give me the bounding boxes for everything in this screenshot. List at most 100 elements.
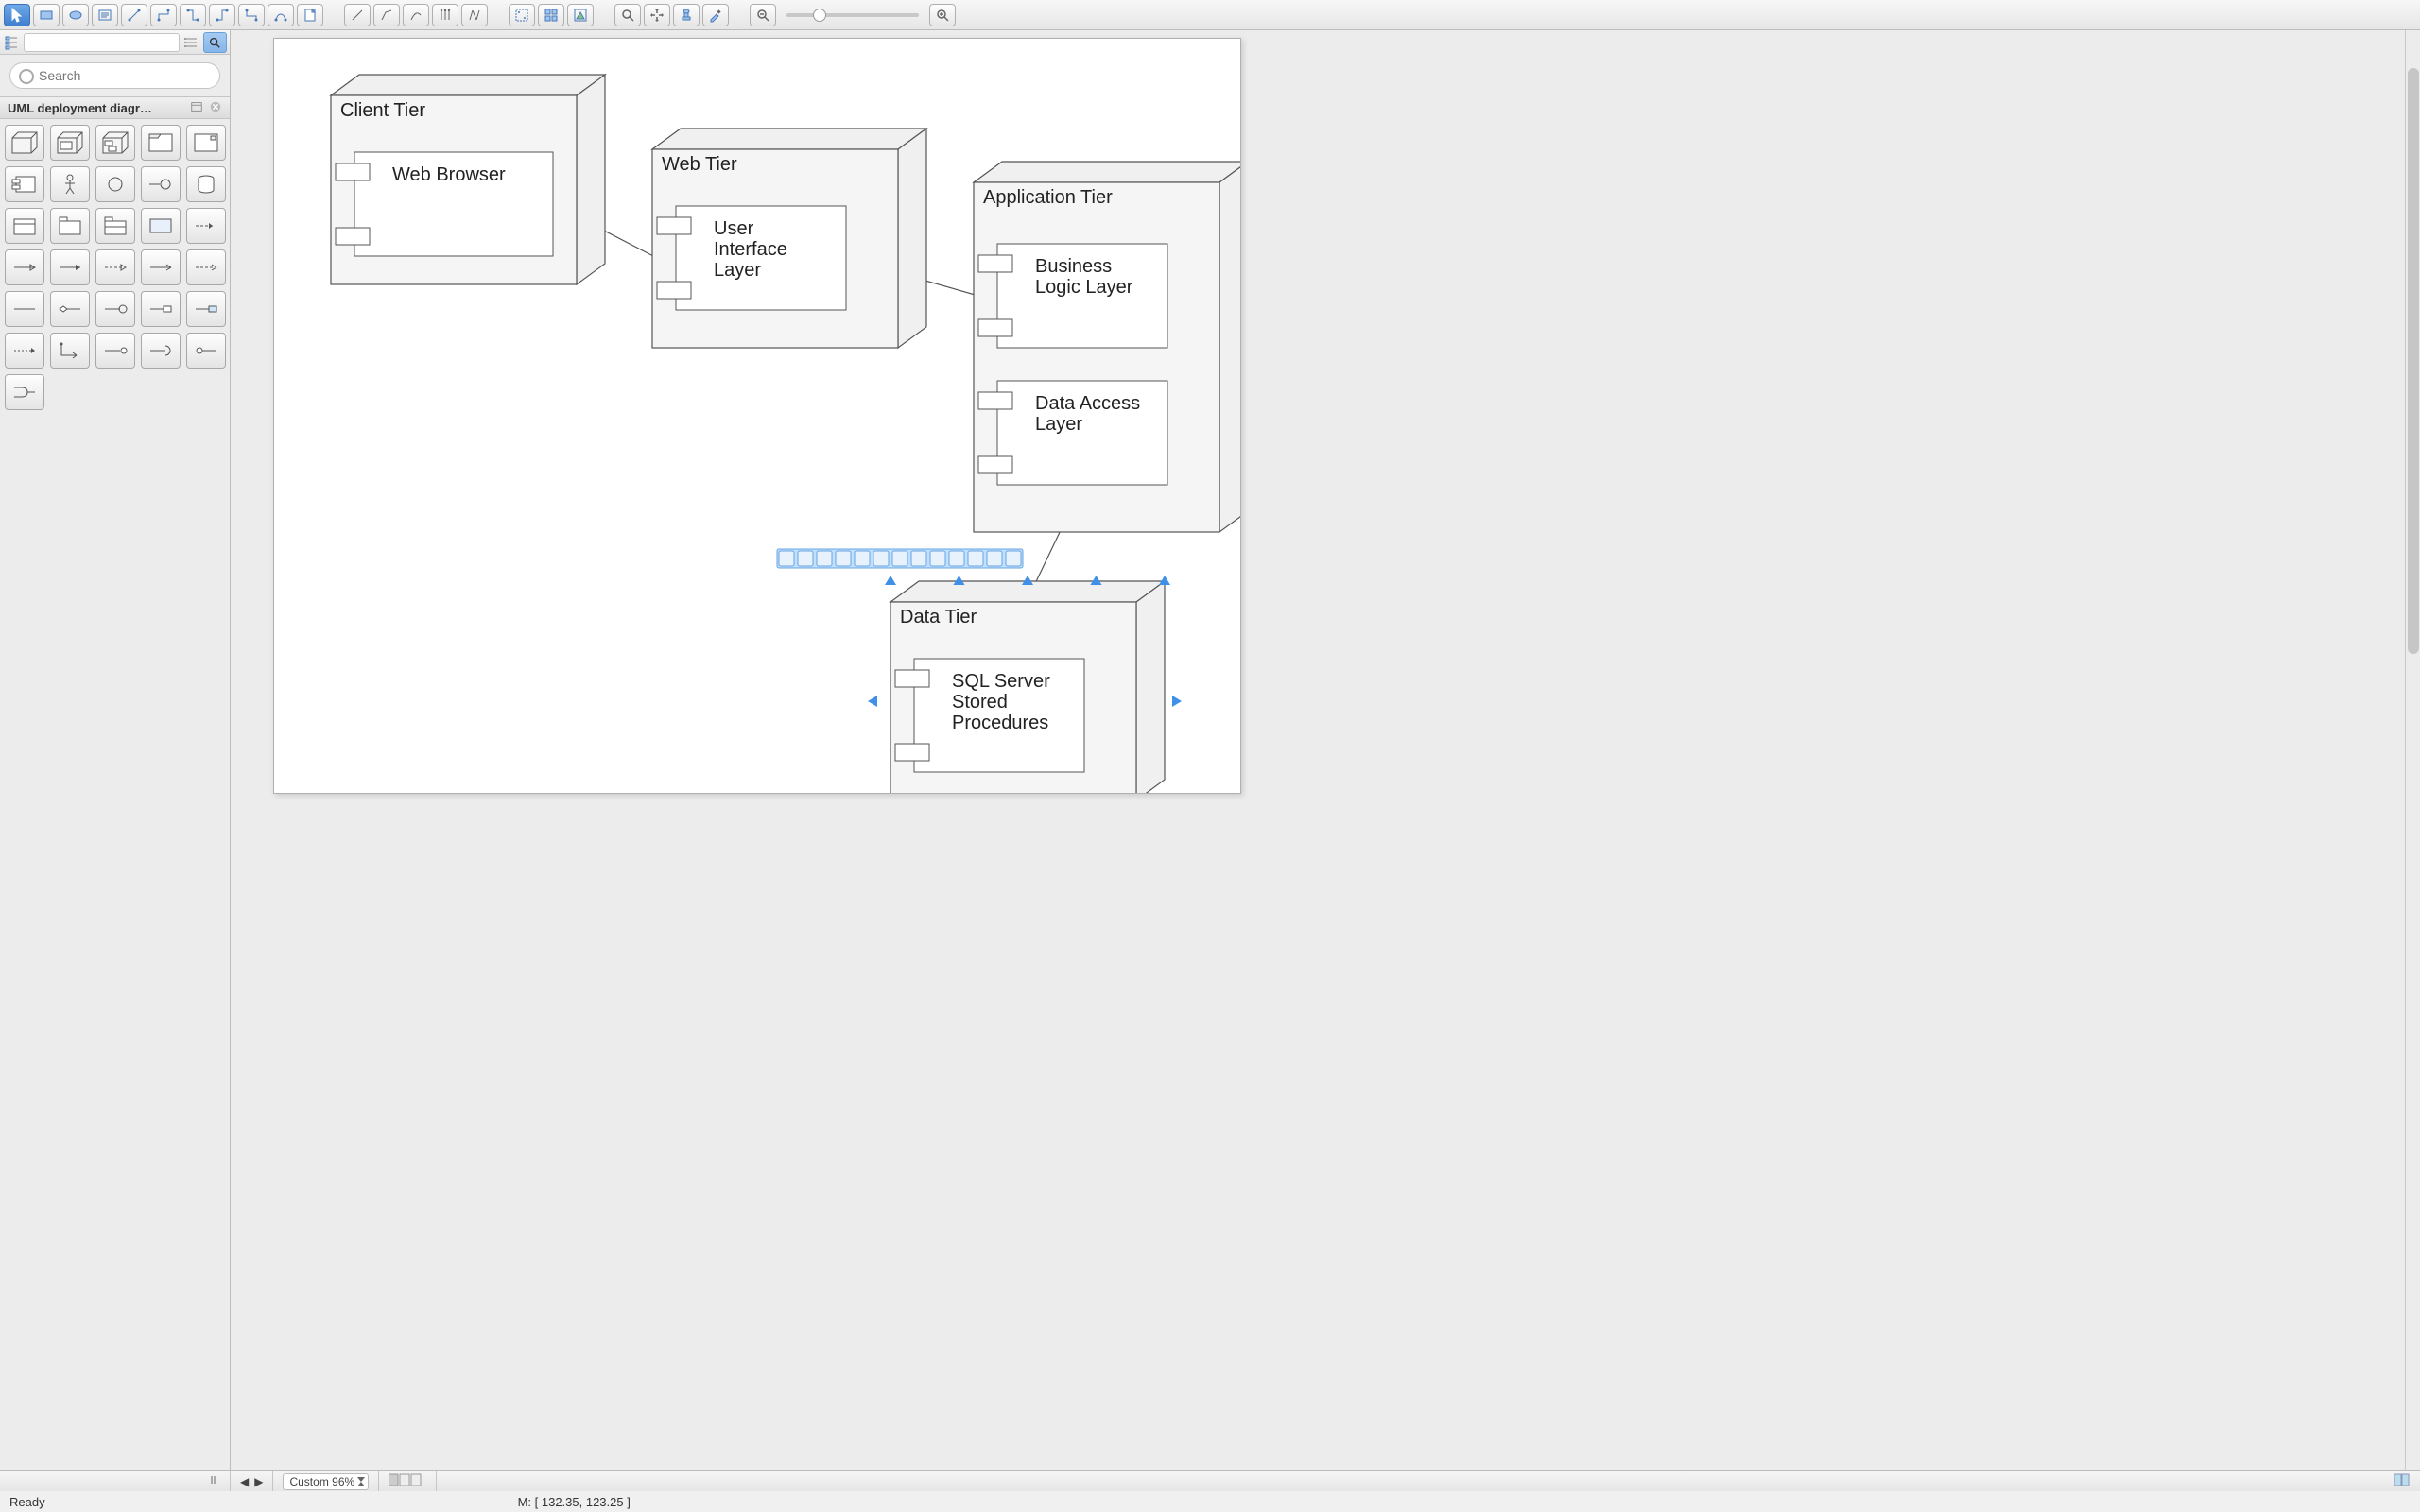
sidebar-collapse-icon[interactable] xyxy=(209,1474,220,1488)
node-app[interactable]: Application TierBusinessLogic LayerData … xyxy=(974,162,1240,532)
path1-button[interactable] xyxy=(344,4,371,26)
list-icon[interactable] xyxy=(180,32,203,53)
svg-text:Application Tier: Application Tier xyxy=(983,187,1113,208)
search-icon[interactable] xyxy=(203,32,227,53)
toolbar-group-zoom xyxy=(750,4,956,26)
arrange2-button[interactable] xyxy=(538,4,564,26)
node-web[interactable]: Web TierUserInterfaceLayer xyxy=(652,129,926,348)
pointer-tool-button[interactable] xyxy=(4,4,30,26)
toolbar-group-select xyxy=(4,4,323,26)
pal-socket[interactable] xyxy=(141,166,181,202)
pal-conn-half[interactable] xyxy=(141,333,181,369)
pal-node3d-b[interactable] xyxy=(50,125,90,161)
pal-package1[interactable] xyxy=(5,208,44,244)
pal-line-box[interactable] xyxy=(141,291,181,327)
svg-text:Interface: Interface xyxy=(714,239,787,260)
pal-conn-half2[interactable] xyxy=(186,333,226,369)
pal-line-boxsel[interactable] xyxy=(186,291,226,327)
pal-database[interactable] xyxy=(186,166,226,202)
pal-line-diamond[interactable] xyxy=(50,291,90,327)
svg-text:Client Tier: Client Tier xyxy=(340,100,425,121)
tree-icon[interactable] xyxy=(0,32,24,53)
zoom-knob[interactable] xyxy=(813,9,826,22)
pal-arrow1[interactable] xyxy=(5,249,44,285)
palette-title-bar: UML deployment diagr… xyxy=(0,96,230,119)
canvas-area: Client Tier Web Browser Web TierUserInterf… xyxy=(231,30,2420,1470)
text-tool-button[interactable] xyxy=(92,4,118,26)
path4-button[interactable] xyxy=(432,4,458,26)
pal-conn-right-angle[interactable] xyxy=(50,333,90,369)
path2-button[interactable] xyxy=(373,4,400,26)
arrange3-button[interactable] xyxy=(567,4,594,26)
pal-arrow3[interactable] xyxy=(95,249,135,285)
arrange1-button[interactable] xyxy=(509,4,535,26)
connector2-button[interactable] xyxy=(180,4,206,26)
pal-package2[interactable] xyxy=(50,208,90,244)
line-tool-button[interactable] xyxy=(121,4,147,26)
zoom-slider[interactable] xyxy=(786,13,919,17)
zoom-tool-button[interactable] xyxy=(614,4,641,26)
path3-button[interactable] xyxy=(403,4,429,26)
node-data[interactable]: Data TierSQL ServerStoredProcedures xyxy=(890,581,1165,793)
shape-palette xyxy=(0,119,230,416)
corner-icon[interactable] xyxy=(2394,1473,2411,1489)
pal-dep-arrow[interactable] xyxy=(186,208,226,244)
diagram[interactable]: Client Tier Web Browser Web TierUserInterf… xyxy=(274,39,1240,793)
pal-line[interactable] xyxy=(5,291,44,327)
pal-arrow2[interactable] xyxy=(50,249,90,285)
canvas-page[interactable]: Client Tier Web Browser Web TierUserInterf… xyxy=(273,38,1241,794)
path5-button[interactable] xyxy=(461,4,488,26)
ellipse-tool-button[interactable] xyxy=(62,4,89,26)
view-mode-icons[interactable] xyxy=(389,1473,426,1489)
pan-tool-button[interactable] xyxy=(644,4,670,26)
svg-text:Business: Business xyxy=(1035,256,1112,277)
pal-arrow4[interactable] xyxy=(141,249,181,285)
stamp-tool-button[interactable] xyxy=(673,4,700,26)
zoom-out-button[interactable] xyxy=(750,4,776,26)
page-prev-icon[interactable]: ◀ xyxy=(240,1475,249,1488)
pal-conn-ball[interactable] xyxy=(95,333,135,369)
sidebar-filter-input[interactable] xyxy=(24,33,180,52)
connector4-button[interactable] xyxy=(238,4,265,26)
pal-frame[interactable] xyxy=(141,125,181,161)
pal-rect[interactable] xyxy=(141,208,181,244)
svg-text:Web Browser: Web Browser xyxy=(392,164,506,185)
connector1-button[interactable] xyxy=(150,4,177,26)
page-next-icon[interactable]: ▶ xyxy=(254,1475,263,1488)
toolbar-group-arrange xyxy=(509,4,594,26)
svg-text:Logic Layer: Logic Layer xyxy=(1035,277,1133,298)
vertical-scrollbar[interactable] xyxy=(2405,30,2420,1470)
page-tool-button[interactable] xyxy=(297,4,323,26)
pal-component[interactable] xyxy=(5,166,44,202)
connector3-button[interactable] xyxy=(209,4,235,26)
pal-node3d-a[interactable] xyxy=(5,125,44,161)
pal-frame2[interactable] xyxy=(186,125,226,161)
sidebar-top-strip xyxy=(0,30,230,55)
status-ready: Ready xyxy=(9,1495,45,1509)
pal-package3[interactable] xyxy=(95,208,135,244)
pal-actor[interactable] xyxy=(50,166,90,202)
eyedropper-button[interactable] xyxy=(702,4,729,26)
selection-mini-toolbar[interactable] xyxy=(777,549,1023,568)
scrollbar-thumb[interactable] xyxy=(2408,68,2419,654)
svg-text:Layer: Layer xyxy=(714,260,761,281)
pal-interface[interactable] xyxy=(95,166,135,202)
search-input[interactable] xyxy=(9,62,220,89)
pal-conn-dash-arrow[interactable] xyxy=(5,333,44,369)
palette-options-icon[interactable] xyxy=(190,100,203,116)
palette-title: UML deployment diagr… xyxy=(8,101,190,115)
svg-text:Web Tier: Web Tier xyxy=(662,154,737,175)
connector5-button[interactable] xyxy=(268,4,294,26)
node-client[interactable]: Client Tier Web Browser xyxy=(331,75,605,284)
pal-line-circle[interactable] xyxy=(95,291,135,327)
palette-close-icon[interactable] xyxy=(209,100,222,116)
svg-text:Stored: Stored xyxy=(952,692,1008,713)
rect-tool-button[interactable] xyxy=(33,4,60,26)
pal-node3d-c[interactable] xyxy=(95,125,135,161)
zoom-dropdown[interactable]: Custom 96% xyxy=(283,1473,369,1490)
svg-text:SQL Server: SQL Server xyxy=(952,671,1050,692)
status-mouse: M: [ 132.35, 123.25 ] xyxy=(518,1495,631,1509)
pal-merge[interactable] xyxy=(5,374,44,410)
pal-arrow5[interactable] xyxy=(186,249,226,285)
zoom-in-button[interactable] xyxy=(929,4,956,26)
